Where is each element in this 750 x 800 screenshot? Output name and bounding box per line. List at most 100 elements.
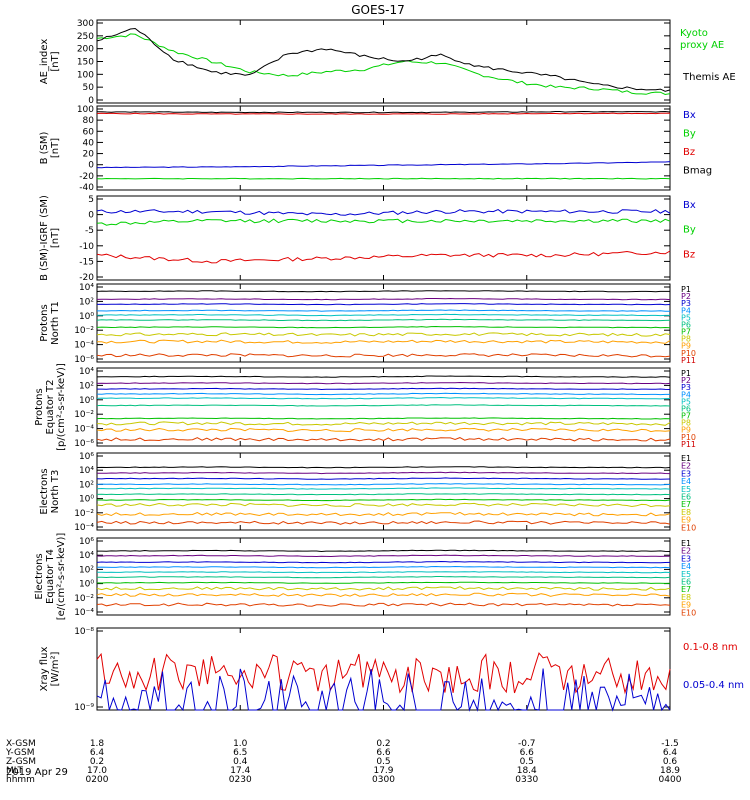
y-tick-label: 10⁻²: [74, 594, 94, 604]
ephemeris-value: 17.0: [87, 766, 107, 776]
y-axis-title: Electrons: [34, 553, 45, 599]
flux-trace: [96, 520, 671, 525]
ae-trace-green: [96, 33, 671, 96]
y-tick-label: -5: [85, 226, 94, 236]
ephemeris-value: 0.2: [90, 757, 104, 767]
legend-entry: E10: [681, 523, 696, 532]
legend-entry: P4: [681, 390, 691, 399]
bsm-trace-blue: [96, 161, 671, 169]
y-axis-title: [p/(cm²-s-sr-keV)]: [56, 363, 67, 451]
flux-trace: [96, 483, 671, 486]
y-tick-label: 10⁻⁴: [74, 608, 94, 618]
y-tick-label: 10⁴: [79, 367, 94, 377]
panel-ae: 300 250 200 150 100 50 0 AE_index [nT] Kyotoproxy…: [39, 19, 736, 106]
legend-entry: P7: [681, 328, 691, 337]
panel-frame: [96, 452, 671, 531]
panel-frame: [96, 195, 671, 281]
y-axis-title: Protons: [39, 304, 50, 341]
ephemeris-row-label: hhmm: [6, 775, 35, 785]
ephemeris-value: 0300: [372, 775, 395, 785]
flux-trace: [96, 297, 671, 301]
flux-trace: [96, 477, 671, 480]
flux-trace: [96, 437, 671, 442]
y-tick-label: 10⁻⁴: [74, 523, 94, 533]
legend-entry: P8: [681, 335, 691, 344]
flux-trace: [96, 375, 671, 378]
y-axis-title: B (SM)-IGRF (SM): [39, 195, 50, 281]
y-axis-title: B (SM): [39, 131, 50, 164]
legend-entry: E10: [681, 608, 696, 617]
flux-trace: [96, 353, 671, 358]
y-tick-label: 10⁴: [79, 466, 94, 476]
ephemeris-value: 1.0: [233, 739, 248, 749]
legend-entry: E7: [681, 585, 691, 594]
flux-trace: [96, 427, 671, 433]
ephemeris-row-label: MLT: [6, 766, 24, 776]
y-tick-label: 10²: [79, 381, 94, 391]
y-tick-label: 0: [88, 211, 94, 221]
y-tick-label: -40: [79, 183, 94, 193]
legend-entry: P9: [681, 426, 691, 435]
bsm-trace-green: [96, 177, 671, 180]
flux-trace: [96, 493, 671, 496]
flux-trace: [96, 417, 671, 420]
bigrf-trace-red: [96, 250, 671, 264]
y-tick-label: 10⁻²: [74, 326, 94, 336]
y-tick-label: 10⁻⁸: [74, 627, 94, 637]
legend-entry: P11: [681, 356, 696, 365]
legend-entry: Kyoto: [680, 28, 708, 39]
y-tick-label: -20: [79, 273, 94, 283]
flux-trace: [96, 586, 671, 591]
ephemeris-value: 6.4: [90, 748, 105, 758]
y-tick-label: 50: [83, 83, 95, 93]
legend-entry: E3: [681, 469, 691, 478]
ephemeris-value: 0330: [515, 775, 538, 785]
flux-trace: [97, 339, 671, 344]
y-tick-label: 10⁻²: [74, 410, 94, 420]
legend-entry: P5: [681, 397, 691, 406]
legend-entry: By: [683, 129, 696, 140]
legend-entry: P2: [681, 292, 691, 301]
y-tick-label: 10⁻⁹: [74, 703, 94, 713]
legend-entry: P10: [681, 349, 696, 358]
y-tick-label: 10⁻⁴: [74, 425, 94, 435]
y-tick-label: 10²: [79, 297, 94, 307]
y-tick-label: 10⁴: [79, 551, 94, 561]
ephemeris-row-label: X-GSM: [6, 739, 36, 749]
legend-entry: proxy AE: [680, 40, 724, 51]
y-tick-label: 10⁶: [79, 537, 94, 547]
bigrf-trace-green: [96, 218, 671, 226]
ephemeris-value: 0.5: [520, 757, 534, 767]
legend-entry: E2: [681, 462, 691, 471]
y-tick-label: 20: [83, 150, 95, 160]
y-tick-label: 0: [88, 161, 94, 171]
legend-entry: P8: [681, 419, 691, 428]
ephemeris-value: 18.4: [517, 766, 537, 776]
legend-entry: E8: [681, 508, 691, 517]
flux-trace: [96, 303, 671, 306]
y-tick-label: 10⁻⁴: [74, 341, 94, 351]
legend-entry: E3: [681, 554, 691, 563]
flux-trace: [96, 502, 671, 508]
flux-trace: [97, 549, 671, 553]
panel-ee: 10⁶ 10⁴ 10² 10⁰ 10⁻² 10⁻⁴ Electrons Equator T4[…: [34, 533, 696, 621]
legend-entry: By: [683, 225, 696, 236]
legend-entry: Bx: [683, 200, 696, 211]
flux-trace: [96, 565, 671, 569]
legend-entry: E5: [681, 570, 691, 579]
legend-entry: E9: [681, 516, 691, 525]
bsm-trace-black: [96, 110, 671, 114]
legend-entry: E4: [681, 562, 691, 571]
legend-entry: P11: [681, 440, 696, 449]
panel-frame: [96, 367, 671, 447]
legend-entry: P3: [681, 383, 691, 392]
flux-trace: [96, 325, 671, 329]
y-axis-title: Equator T4: [45, 549, 56, 604]
ephemeris-row-label: Y-GSM: [5, 748, 34, 758]
ae-trace-black: [96, 27, 671, 92]
flux-trace: [96, 602, 671, 607]
ephemeris-value: 0.6: [663, 757, 678, 767]
panel-bigrf: 5 0 -5 -10 -15 -20 B (SM)-IGRF (SM) [nT] Bx By Bz: [39, 195, 696, 283]
